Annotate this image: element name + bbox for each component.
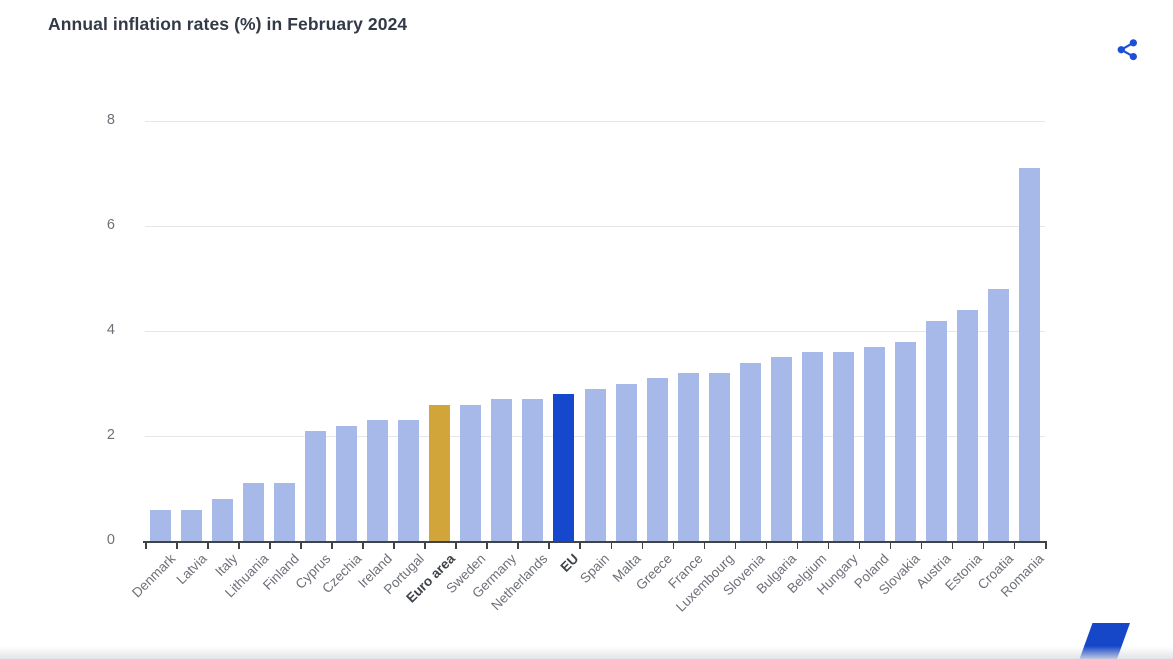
x-axis-tick <box>641 543 644 549</box>
x-axis-tick <box>238 543 240 549</box>
bar-germany[interactable] <box>491 399 513 541</box>
x-axis-tick <box>455 543 457 549</box>
x-axis-tick <box>145 543 147 549</box>
x-axis-tick <box>548 543 550 549</box>
x-axis-tick <box>1013 543 1016 549</box>
x-axis-tick <box>1045 543 1047 549</box>
x-axis-label-latvia: Latvia <box>173 551 210 588</box>
bar-luxembourg[interactable] <box>708 373 730 541</box>
x-axis-tick <box>734 543 737 549</box>
bar-czechia[interactable] <box>336 425 358 541</box>
bar-belgium[interactable] <box>801 352 823 541</box>
bar-eu[interactable] <box>553 394 575 541</box>
bar-romania[interactable] <box>1018 168 1040 541</box>
y-axis-label-0: 0 <box>106 532 115 548</box>
x-axis-tick <box>269 543 271 549</box>
gridline-4 <box>145 331 1045 332</box>
bar-greece[interactable] <box>646 378 668 541</box>
y-axis-label-2: 2 <box>106 427 115 443</box>
x-axis-tick <box>827 543 830 549</box>
x-axis-tick <box>796 543 799 549</box>
x-axis-tick <box>610 543 613 549</box>
bar-croatia[interactable] <box>987 289 1009 541</box>
x-axis-tick <box>951 543 954 549</box>
bar-slovenia[interactable] <box>739 362 761 541</box>
x-axis-tick <box>703 543 706 549</box>
bar-austria[interactable] <box>925 320 947 541</box>
x-axis-tick <box>889 543 892 549</box>
x-axis-tick <box>486 543 488 549</box>
y-axis-label-6: 6 <box>106 217 115 233</box>
x-axis-line <box>143 541 1047 543</box>
bar-sweden[interactable] <box>460 404 482 541</box>
bar-euro-area[interactable] <box>429 404 451 541</box>
x-axis-tick <box>393 543 395 549</box>
x-axis-tick <box>765 543 768 549</box>
bar-estonia[interactable] <box>956 310 978 541</box>
bar-poland[interactable] <box>863 346 885 541</box>
x-axis-tick <box>424 543 426 549</box>
bar-hungary[interactable] <box>832 352 854 541</box>
x-axis-label-eu: EU <box>557 551 582 575</box>
gridline-6 <box>145 226 1045 227</box>
x-axis-tick <box>982 543 985 549</box>
share-icon <box>1117 39 1137 61</box>
bar-bulgaria[interactable] <box>770 357 792 541</box>
x-axis-label-denmark: Denmark <box>128 551 179 601</box>
x-axis-tick <box>331 543 333 549</box>
gridline-8 <box>145 121 1045 122</box>
bar-netherlands[interactable] <box>522 399 544 541</box>
x-axis-label-spain: Spain <box>577 551 613 587</box>
bar-slovakia[interactable] <box>894 341 916 541</box>
x-axis-tick <box>300 543 302 549</box>
x-axis-tick <box>579 543 581 549</box>
bar-cyprus[interactable] <box>305 430 327 541</box>
bar-france[interactable] <box>677 373 699 541</box>
y-axis-label-4: 4 <box>106 322 115 338</box>
bar-ireland[interactable] <box>367 420 389 541</box>
x-axis-tick <box>517 543 519 549</box>
bar-latvia[interactable] <box>181 509 203 541</box>
bar-spain[interactable] <box>584 388 606 541</box>
y-axis-label-8: 8 <box>106 112 115 128</box>
chart-title: Annual inflation rates (%) in February 2… <box>48 14 408 34</box>
x-axis-tick <box>362 543 364 549</box>
bar-lithuania[interactable] <box>243 483 265 541</box>
x-axis-tick <box>176 543 178 549</box>
bar-finland[interactable] <box>274 483 296 541</box>
bar-portugal[interactable] <box>398 420 420 541</box>
bar-malta[interactable] <box>615 383 637 541</box>
x-axis-tick <box>858 543 861 549</box>
bar-denmark[interactable] <box>150 509 172 541</box>
x-axis-tick <box>920 543 923 549</box>
bar-italy[interactable] <box>212 499 234 541</box>
x-axis-tick <box>672 543 675 549</box>
share-button[interactable] <box>1114 37 1140 63</box>
x-axis-tick <box>207 543 209 549</box>
